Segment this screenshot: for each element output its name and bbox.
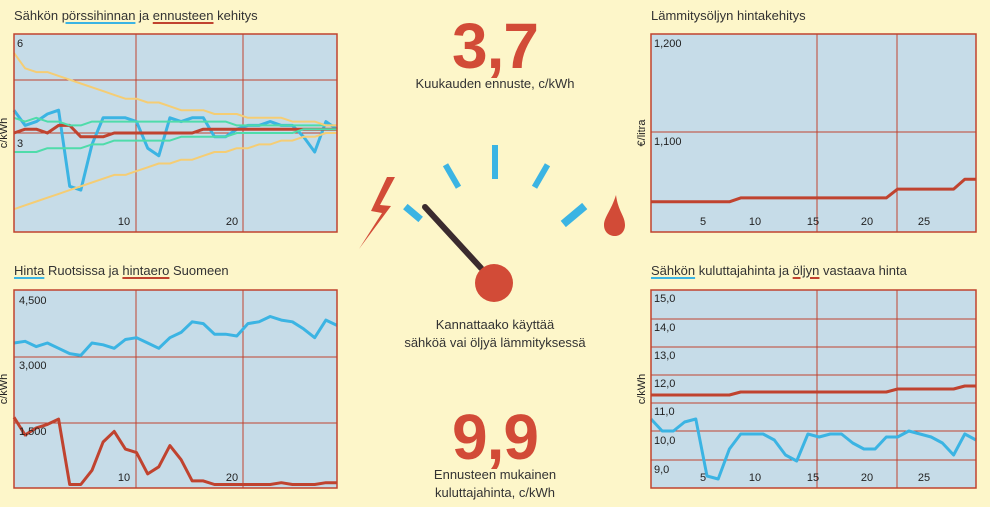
gauge-ticks (403, 145, 588, 228)
y-tick-label: 12,0 (654, 378, 675, 390)
panel2-title: Lämmitysöljyn hintakehitys (651, 8, 806, 23)
panel3-title: Hinta Ruotsissa ja hintaero Suomeen (14, 263, 229, 278)
y-tick-label: 1,100 (654, 136, 682, 148)
series-line-öljyn-vastaava-hinta (651, 384, 976, 397)
forecast-value: 3,7 (452, 10, 539, 82)
x-tick-label: 15 (807, 472, 819, 484)
x-tick-label: 25 (918, 472, 930, 484)
y-tick-label: 3,000 (19, 360, 47, 372)
x-tick-label: 10 (118, 472, 130, 484)
x-tick-label: 20 (226, 216, 238, 228)
y-axis-label: c/kWh (0, 374, 10, 405)
plot-border (13, 289, 338, 489)
panel1-title: Sähkön pörssihinnan ja ennusteen kehitys (14, 8, 258, 23)
y-tick-label: 4,500 (19, 295, 47, 307)
x-tick-label: 20 (861, 472, 873, 484)
question-text: Kannattaako käyttää sähköä vai öljyä läm… (404, 317, 586, 350)
x-tick-label: 5 (700, 472, 706, 484)
forecast-label: Kuukauden ennuste, c/kWh (415, 76, 575, 91)
x-tick-label: 10 (749, 216, 761, 228)
y-tick-label: 1,200 (654, 38, 682, 50)
series-label-kuluttajahinta: Sähkön (651, 263, 696, 278)
consumer-price-label: Ennusteen mukainen kuluttajahinta, c/kWh (433, 467, 557, 500)
y-tick-label: 15,0 (654, 293, 675, 305)
series-line-hintaero (12, 416, 337, 486)
x-tick-label: 10 (118, 216, 130, 228)
y-tick-label: 11,0 (654, 406, 675, 418)
consumer-price-value: 9,9 (452, 401, 539, 473)
x-tick-label: 5 (700, 216, 706, 228)
gauge-needle (422, 204, 513, 302)
x-tick-label: 25 (918, 216, 930, 228)
y-axis-label: c/kWh (0, 118, 10, 149)
y-tick-label: 13,0 (654, 350, 675, 362)
series-line-yellow-5 (13, 132, 337, 211)
consumer-price-chart: 15,0 14,0 13,0 12,0 11,0 10,0 9,0 5 10 15 20 25 c/kW… (636, 289, 977, 489)
series-line-red-0 (651, 177, 976, 204)
y-tick-label: 9,0 (654, 464, 669, 476)
series-label-oljy: öljyn (792, 263, 820, 278)
series-line-green-2 (13, 116, 337, 127)
sweden-price-chart: 4,500 3,000 1,500 10 20 c/kWh (0, 289, 338, 489)
y-axis-label: €/litra (636, 119, 648, 147)
oil-drop-icon (604, 195, 625, 236)
x-tick-label: 15 (807, 216, 819, 228)
y-tick-label: 6 (17, 38, 23, 50)
plot-border (650, 289, 977, 489)
y-tick-label: 10,0 (654, 435, 675, 447)
y-tick-label: 3 (17, 138, 23, 150)
x-tick-label: 20 (861, 216, 873, 228)
plot-border (13, 33, 338, 233)
heating-oil-price-chart: 1,200 1,100 5 10 15 20 25 €/litra (636, 33, 977, 233)
electricity-spot-forecast-chart: 6 3 10 20 c/kWh (0, 33, 338, 233)
series-label-porssihinta: pörssihinnan (61, 8, 136, 23)
gauge (359, 145, 625, 302)
y-axis-label: c/kWh (636, 374, 648, 405)
series-line-yellow-4 (13, 52, 337, 127)
series-line-hinta (13, 315, 338, 357)
y-tick-label: 1,500 (19, 426, 47, 438)
series-label-hinta: Hinta (14, 263, 45, 278)
lightning-icon (359, 177, 395, 249)
x-tick-label: 20 (226, 472, 238, 484)
series-label-hintaero: hintaero (122, 263, 170, 278)
series-line-green-3 (14, 128, 337, 153)
series-label-ennuste: ennusteen (152, 8, 214, 23)
x-tick-label: 10 (749, 472, 761, 484)
panel4-title: Sähkön kuluttajahinta ja öljyn vastaava … (651, 263, 907, 278)
plot-border (650, 33, 977, 233)
y-tick-label: 14,0 (654, 322, 675, 334)
series-line-sähkön-kuluttajahinta (649, 417, 977, 481)
